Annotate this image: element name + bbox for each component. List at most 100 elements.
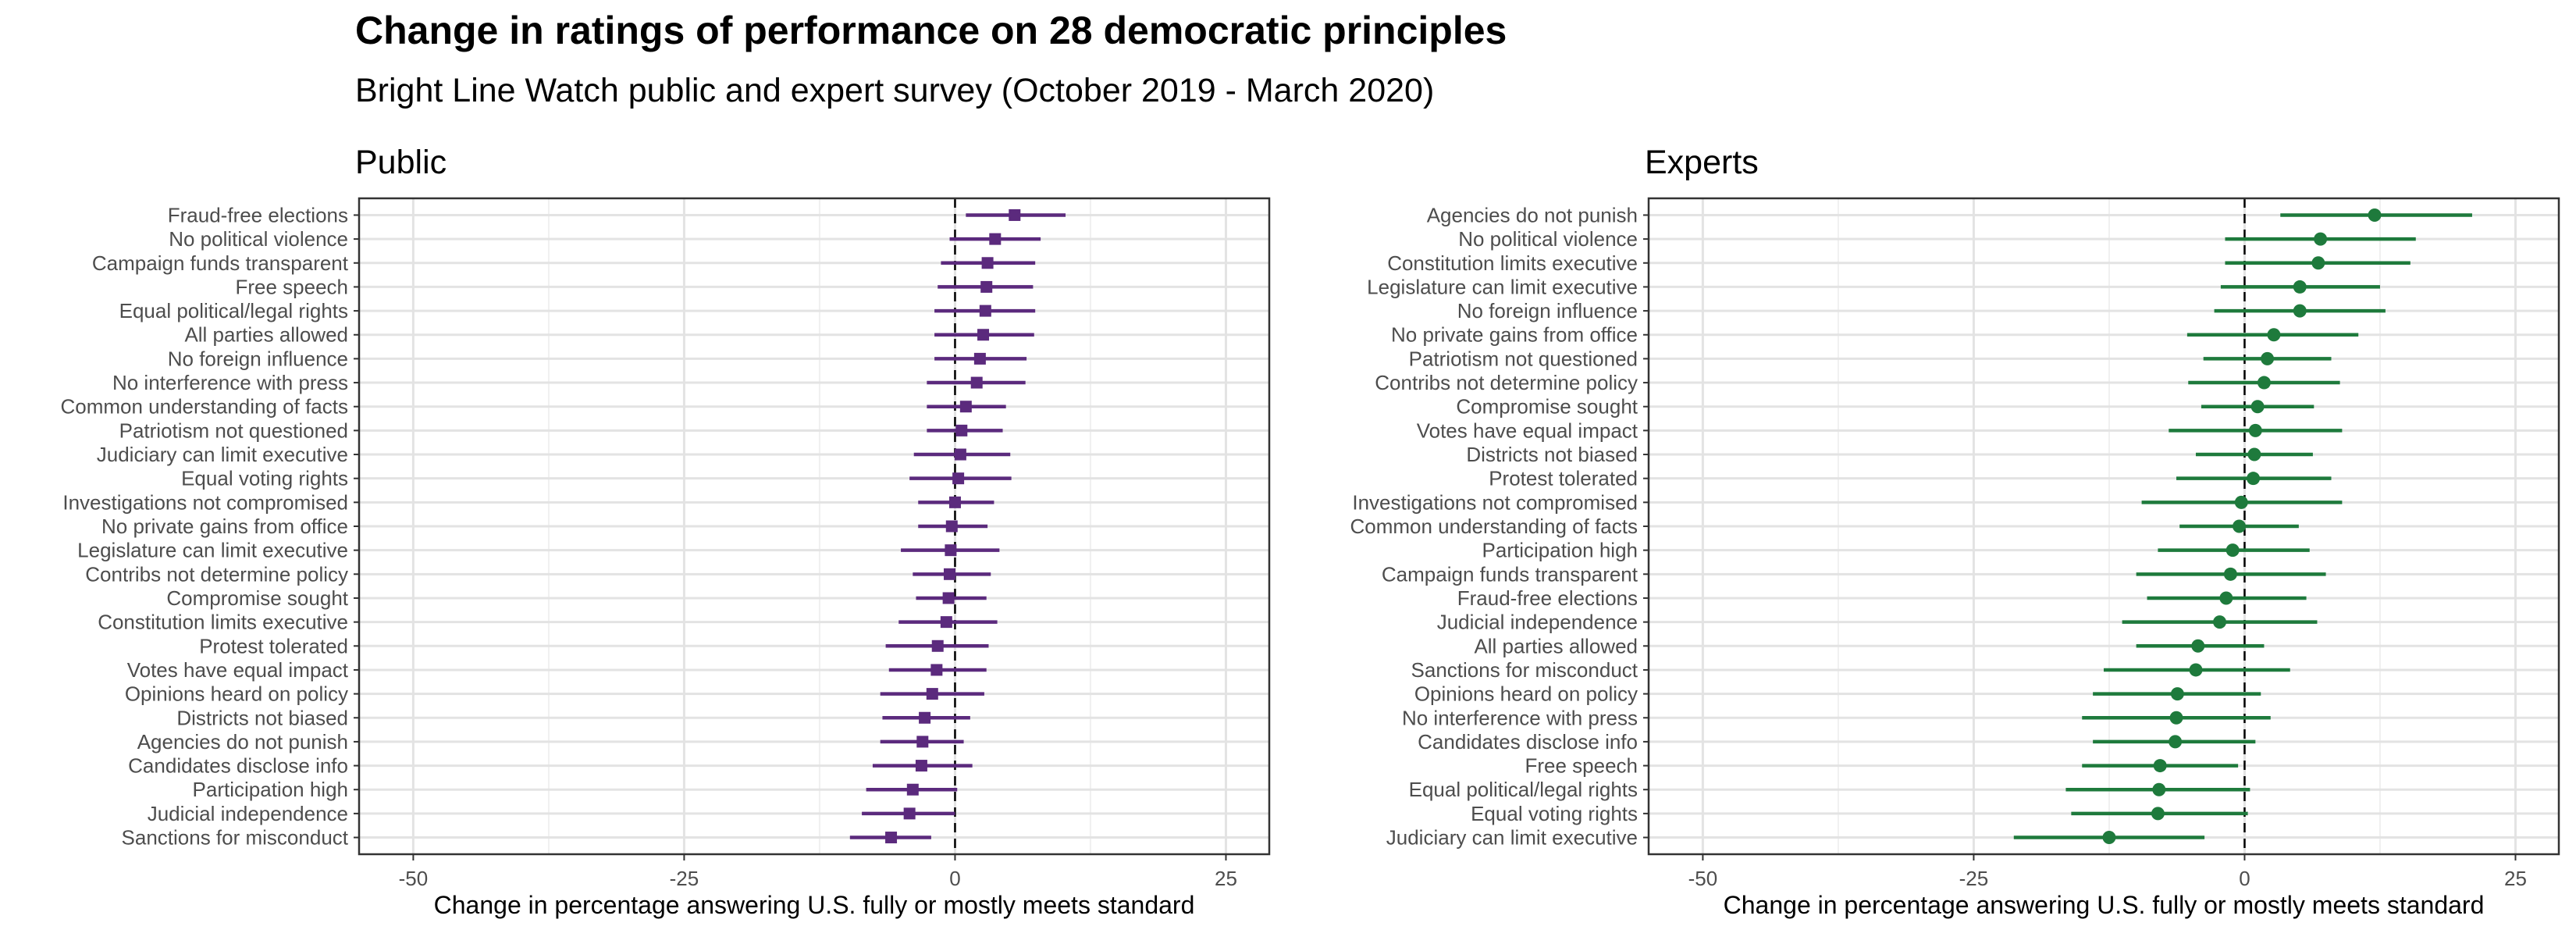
point-free-speech xyxy=(2153,759,2167,773)
point-campaign-funds-transparent xyxy=(2223,567,2237,581)
category-label-candidates-disclose-info: Candidates disclose info xyxy=(1418,730,1638,754)
category-label-protest-tolerated: Protest tolerated xyxy=(199,634,348,657)
category-label-constitution-limits-executive: Constitution limits executive xyxy=(1387,251,1638,275)
category-label-judiciary-can-limit-executive: Judiciary can limit executive xyxy=(97,443,348,466)
point-no-foreign-influence xyxy=(2293,304,2307,318)
point-districts-not-biased xyxy=(2247,447,2261,461)
point-no-interference-with-press xyxy=(2169,711,2183,725)
category-label-sanctions-for-misconduct: Sanctions for misconduct xyxy=(122,826,349,850)
point-votes-have-equal-impact xyxy=(2248,423,2262,437)
point-free-speech xyxy=(980,280,993,293)
category-label-patriotism-not-questioned: Patriotism not questioned xyxy=(119,419,348,442)
point-fraud-free-elections xyxy=(2219,591,2233,605)
point-compromise-sought xyxy=(2250,400,2265,414)
category-label-districts-not-biased: Districts not biased xyxy=(176,706,348,729)
point-opinions-heard-on-policy xyxy=(926,688,938,700)
x-tick-label: -50 xyxy=(1688,867,1718,890)
point-judicial-independence xyxy=(2213,615,2227,629)
point-participation-high xyxy=(2226,543,2240,558)
point-judiciary-can-limit-executive xyxy=(954,448,966,461)
category-label-fraud-free-elections: Fraud-free elections xyxy=(168,203,348,226)
category-label-investigations-not-compromised: Investigations not compromised xyxy=(62,490,348,514)
category-label-votes-have-equal-impact: Votes have equal impact xyxy=(1417,419,1638,442)
x-tick-label: -25 xyxy=(670,867,699,890)
category-label-common-understanding-of-facts: Common understanding of facts xyxy=(60,395,348,419)
category-label-judicial-independence: Judicial independence xyxy=(148,802,348,825)
category-label-agencies-do-not-punish: Agencies do not punish xyxy=(137,730,348,754)
category-label-patriotism-not-questioned: Patriotism not questioned xyxy=(1409,347,1638,370)
category-label-free-speech: Free speech xyxy=(1525,754,1638,778)
chart-title: Change in ratings of performance on 28 d… xyxy=(355,9,1507,52)
public-panel-title: Public xyxy=(355,144,447,181)
category-label-opinions-heard-on-policy: Opinions heard on policy xyxy=(1414,682,1638,706)
point-compromise-sought xyxy=(942,592,955,604)
point-participation-high xyxy=(906,783,919,796)
point-no-political-violence xyxy=(989,233,1002,245)
point-no-foreign-influence xyxy=(973,352,986,365)
experts-panel-title: Experts xyxy=(1645,144,1759,181)
category-label-fraud-free-elections: Fraud-free elections xyxy=(1457,586,1638,610)
point-agencies-do-not-punish xyxy=(2368,208,2382,222)
category-label-no-political-violence: No political violence xyxy=(169,227,348,251)
point-judicial-independence xyxy=(903,807,916,820)
panel-border xyxy=(358,197,1271,856)
category-label-no-foreign-influence: No foreign influence xyxy=(168,347,348,370)
category-label-equal-voting-rights: Equal voting rights xyxy=(1471,802,1638,825)
x-tick-label: 25 xyxy=(2504,867,2527,890)
point-no-political-violence xyxy=(2314,232,2328,246)
category-label-all-parties-allowed: All parties allowed xyxy=(184,323,348,347)
point-investigations-not-compromised xyxy=(2234,495,2248,509)
category-label-judicial-independence: Judicial independence xyxy=(1437,611,1638,634)
category-label-districts-not-biased: Districts not biased xyxy=(1466,443,1638,466)
category-label-agencies-do-not-punish: Agencies do not punish xyxy=(1427,203,1638,226)
category-label-protest-tolerated: Protest tolerated xyxy=(1489,467,1638,490)
point-equal-political-legal-rights xyxy=(2152,782,2166,796)
point-all-parties-allowed xyxy=(977,329,990,341)
category-label-campaign-funds-transparent: Campaign funds transparent xyxy=(92,251,349,275)
category-label-no-interference-with-press: No interference with press xyxy=(1402,706,1638,729)
point-common-understanding-of-facts xyxy=(959,401,972,413)
category-label-no-foreign-influence: No foreign influence xyxy=(1457,299,1638,322)
category-label-compromise-sought: Compromise sought xyxy=(166,586,348,610)
category-label-equal-political-legal-rights: Equal political/legal rights xyxy=(1409,778,1638,801)
category-label-participation-high: Participation high xyxy=(1482,539,1638,562)
chart-subtitle: Bright Line Watch public and expert surv… xyxy=(355,72,1435,109)
category-label-constitution-limits-executive: Constitution limits executive xyxy=(98,611,348,634)
point-candidates-disclose-info xyxy=(2169,735,2183,749)
category-label-legislature-can-limit-executive: Legislature can limit executive xyxy=(1367,275,1638,298)
point-votes-have-equal-impact xyxy=(930,664,943,676)
category-label-compromise-sought: Compromise sought xyxy=(1456,395,1638,419)
category-label-votes-have-equal-impact: Votes have equal impact xyxy=(127,658,349,682)
point-legislature-can-limit-executive xyxy=(945,544,957,557)
category-label-no-private-gains-from-office: No private gains from office xyxy=(101,515,348,538)
point-constitution-limits-executive xyxy=(940,616,952,629)
category-label-all-parties-allowed: All parties allowed xyxy=(1474,634,1638,657)
x-tick-label: -50 xyxy=(399,867,429,890)
category-label-sanctions-for-misconduct: Sanctions for misconduct xyxy=(1411,658,1638,682)
point-no-interference-with-press xyxy=(970,376,983,389)
category-label-contribs-not-determine-policy: Contribs not determine policy xyxy=(85,562,348,586)
category-label-investigations-not-compromised: Investigations not compromised xyxy=(1352,490,1638,514)
category-label-no-private-gains-from-office: No private gains from office xyxy=(1391,323,1638,347)
point-agencies-do-not-punish xyxy=(916,736,929,748)
x-tick-label: -25 xyxy=(1959,867,1989,890)
point-no-private-gains-from-office xyxy=(2267,328,2281,342)
point-common-understanding-of-facts xyxy=(2233,519,2247,533)
point-legislature-can-limit-executive xyxy=(2293,280,2307,294)
category-label-common-understanding-of-facts: Common understanding of facts xyxy=(1350,515,1638,538)
point-patriotism-not-questioned xyxy=(2261,351,2275,365)
point-fraud-free-elections xyxy=(1009,208,1021,221)
panel-border xyxy=(1647,197,2560,856)
x-tick-label: 0 xyxy=(949,867,960,890)
point-sanctions-for-misconduct xyxy=(2189,663,2203,677)
category-label-equal-political-legal-rights: Equal political/legal rights xyxy=(119,299,348,322)
x-axis-label: Change in percentage answering U.S. full… xyxy=(1724,891,2485,919)
point-candidates-disclose-info xyxy=(915,760,927,772)
category-label-no-interference-with-press: No interference with press xyxy=(112,371,348,394)
point-campaign-funds-transparent xyxy=(981,257,994,269)
x-tick-label: 0 xyxy=(2239,867,2250,890)
category-label-opinions-heard-on-policy: Opinions heard on policy xyxy=(125,682,348,706)
point-constitution-limits-executive xyxy=(2311,256,2325,270)
